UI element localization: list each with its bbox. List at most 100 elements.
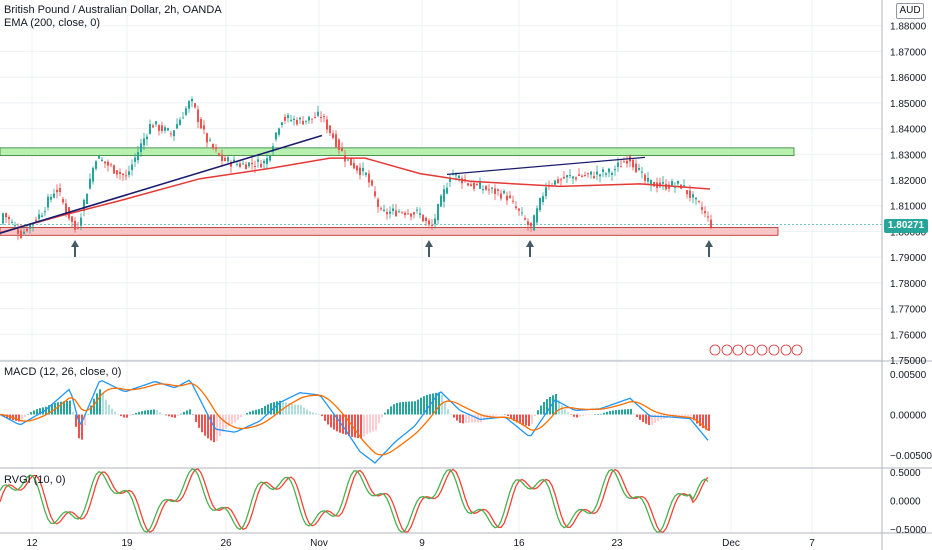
candle-body	[383, 209, 385, 211]
macd-histogram-bar	[564, 409, 566, 415]
candle-body	[701, 207, 703, 210]
up-arrow-head	[71, 240, 79, 247]
macd-histogram-bar	[684, 414, 686, 417]
macd-histogram-bar	[288, 403, 290, 415]
candle-body	[155, 121, 157, 125]
macd-histogram-bar	[531, 414, 533, 424]
candle-body	[248, 162, 250, 167]
candle-body	[311, 118, 313, 120]
candle-body	[302, 120, 304, 125]
economic-event-marker[interactable]	[756, 344, 768, 356]
macd-histogram-bar	[99, 389, 101, 415]
candle-body	[281, 122, 283, 125]
chart-title: British Pound / Australian Dollar, 2h, O…	[4, 4, 222, 16]
macd-histogram-bar	[96, 393, 98, 415]
macd-histogram-bar	[489, 414, 491, 418]
candle-body	[176, 124, 178, 129]
economic-event-marker[interactable]	[721, 344, 733, 356]
candle-body	[434, 218, 436, 225]
macd-histogram-bar	[210, 414, 212, 441]
candle-body	[500, 193, 502, 199]
macd-histogram-bar	[246, 413, 248, 415]
candle-body	[527, 221, 529, 225]
macd-histogram-bar	[414, 401, 416, 415]
candle-body	[401, 212, 403, 214]
candle-body	[296, 119, 298, 125]
candle-body	[476, 183, 478, 186]
macd-histogram-bar	[540, 405, 542, 415]
macd-histogram-bar	[639, 414, 641, 420]
candle-body	[260, 163, 262, 168]
macd-histogram-bar	[561, 405, 563, 415]
candle-body	[512, 200, 514, 202]
candle-body	[218, 153, 220, 156]
candle-body	[635, 163, 637, 173]
candle-body	[338, 139, 340, 150]
macd-histogram-bar	[108, 404, 110, 415]
macd-histogram-bar	[48, 405, 50, 415]
currency-badge[interactable]: AUD	[896, 3, 924, 19]
economic-event-marker[interactable]	[744, 344, 756, 356]
macd-histogram-bar	[381, 414, 383, 418]
candle-body	[92, 168, 94, 182]
macd-histogram-bar	[336, 414, 338, 432]
macd-histogram-bar	[306, 409, 308, 415]
candle-body	[41, 215, 43, 217]
price-tick-label: 1.83000	[890, 150, 927, 161]
candle-body	[335, 134, 337, 148]
candle-body	[347, 159, 349, 161]
macd-histogram-bar	[438, 392, 440, 415]
macd-histogram-bar	[657, 414, 659, 422]
macd-histogram-bar	[645, 414, 647, 424]
price-tick-label: 1.81000	[890, 202, 927, 213]
economic-event-marker[interactable]	[709, 344, 721, 356]
macd-histogram-bar	[51, 403, 53, 415]
rvgi-signal-line	[0, 468, 709, 534]
candle-body	[419, 213, 421, 215]
macd-histogram-bar	[129, 414, 131, 416]
candle-body	[230, 161, 232, 167]
economic-event-marker[interactable]	[768, 344, 780, 356]
candle-body	[398, 211, 400, 213]
macd-histogram-bar	[483, 414, 485, 421]
macd-histogram-bar	[543, 401, 545, 415]
candle-body	[533, 215, 535, 231]
event-markers[interactable]	[709, 344, 803, 356]
candle-body	[644, 174, 646, 181]
candle-body	[14, 225, 16, 227]
macd-histogram-bar	[471, 414, 473, 423]
macd-histogram-bar	[654, 414, 656, 423]
macd-histogram-bar	[456, 414, 458, 421]
candle-body	[224, 157, 226, 161]
candle-body	[329, 125, 331, 134]
macd-histogram-bar	[366, 414, 368, 435]
macd-histogram-bar	[192, 414, 194, 415]
rvgi-tick-label: 0.0000	[890, 497, 921, 508]
economic-event-marker[interactable]	[780, 344, 792, 356]
up-arrow-head	[526, 240, 534, 247]
macd-histogram-bar	[123, 414, 125, 418]
macd-histogram-bar	[624, 409, 626, 415]
macd-histogram-bar	[702, 414, 704, 429]
price-tick-label: 1.86000	[890, 73, 927, 84]
economic-event-marker[interactable]	[791, 344, 803, 356]
candle-body	[71, 216, 73, 222]
macd-histogram-bar	[171, 414, 173, 418]
candle-body	[380, 208, 382, 210]
economic-event-marker[interactable]	[732, 344, 744, 356]
candle-body	[596, 171, 598, 175]
macd-histogram-bar	[252, 410, 254, 415]
candle-body	[158, 125, 160, 131]
candle-body	[704, 211, 706, 214]
macd-histogram-bar	[345, 414, 347, 435]
macd-histogram-bar	[528, 414, 530, 427]
candle-body	[5, 213, 7, 218]
candle-body	[20, 230, 22, 238]
candle-body	[461, 178, 463, 184]
macd-histogram-bar	[279, 400, 281, 415]
candle-body	[35, 219, 37, 222]
macd-histogram-bar	[120, 414, 122, 417]
macd-histogram-bar	[165, 414, 167, 416]
macd-histogram-bar	[621, 409, 623, 415]
